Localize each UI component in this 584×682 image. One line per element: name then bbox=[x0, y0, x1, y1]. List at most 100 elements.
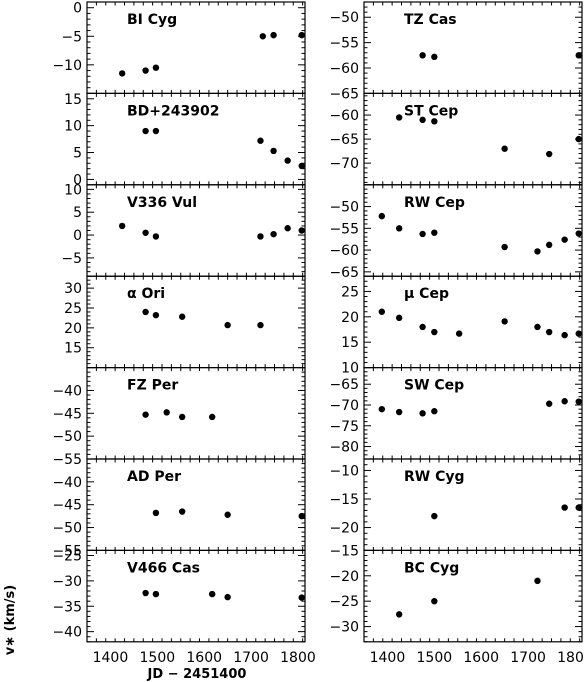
panel-label: RW Cep bbox=[404, 195, 465, 211]
x-tick-label: 1400 bbox=[370, 650, 406, 666]
data-point bbox=[152, 64, 160, 71]
data-point bbox=[224, 593, 231, 601]
data-point bbox=[270, 230, 277, 238]
data-point bbox=[378, 405, 386, 413]
y-tick-label: −70 bbox=[329, 398, 359, 414]
data-point bbox=[431, 328, 438, 336]
x-tick-label: 1800 bbox=[280, 650, 316, 666]
x-tick-label: 1700 bbox=[233, 650, 269, 666]
panels: 0 −5 −10 BI Cyg 15 10 5 0 BD+243902 10 5 0 −5 V336 Vu… bbox=[52, 1, 584, 666]
data-point bbox=[257, 137, 264, 144]
y-tick-label: 5 bbox=[73, 205, 82, 221]
data-point bbox=[534, 577, 541, 585]
data-point bbox=[575, 230, 582, 237]
panel-label: V336 Vul bbox=[127, 195, 197, 211]
data-point bbox=[575, 330, 582, 337]
data-point bbox=[561, 398, 568, 405]
panel-frame bbox=[86, 367, 306, 460]
panel-label: α Ori bbox=[127, 286, 165, 302]
data-point bbox=[298, 162, 305, 170]
data-point bbox=[163, 409, 170, 416]
data-point bbox=[534, 323, 541, 331]
y-tick-label: −25 bbox=[329, 594, 359, 610]
data-point bbox=[395, 225, 403, 232]
y-tick-label: −50 bbox=[329, 200, 359, 216]
panel-0-4: −40 −45 −50 −55 FZ Per bbox=[52, 367, 306, 468]
panel-label: BC Cyg bbox=[404, 560, 459, 576]
data-point bbox=[455, 330, 463, 337]
y-tick-label: −40 bbox=[52, 475, 82, 491]
y-tick-label: −55 bbox=[329, 36, 359, 52]
data-point bbox=[395, 314, 403, 322]
data-point bbox=[561, 331, 568, 339]
data-point bbox=[575, 135, 582, 143]
data-point bbox=[142, 127, 149, 135]
data-point bbox=[378, 308, 386, 315]
y-tick-label: −50 bbox=[329, 10, 359, 26]
panel-frame bbox=[363, 92, 583, 186]
y-tick-label: −15 bbox=[329, 543, 359, 559]
y-tick-label: 10 bbox=[341, 361, 359, 377]
y-tick-label: −80 bbox=[329, 440, 359, 456]
data-point bbox=[257, 233, 264, 240]
data-point bbox=[501, 243, 508, 251]
data-point bbox=[419, 323, 426, 331]
y-tick-label: −60 bbox=[329, 108, 359, 124]
x-tick-label: 1400 bbox=[93, 650, 129, 666]
data-point bbox=[142, 308, 149, 316]
y-tick-label: −25 bbox=[52, 548, 82, 564]
panel-1-5: −10 −15 −20 RW Cyg bbox=[329, 458, 583, 552]
data-point bbox=[270, 147, 277, 155]
data-point bbox=[142, 229, 149, 236]
y-tick-label: 30 bbox=[64, 281, 82, 297]
x-tick-label: 1500 bbox=[140, 650, 176, 666]
data-point bbox=[561, 236, 568, 243]
data-point bbox=[575, 504, 582, 511]
data-point bbox=[284, 225, 291, 232]
y-tick-label: −20 bbox=[329, 521, 359, 537]
y-tick-label: 10 bbox=[64, 182, 82, 198]
data-point bbox=[208, 413, 216, 421]
data-point bbox=[561, 504, 568, 511]
panel-1-4: −65 −70 −75 −80 SW Cep bbox=[329, 367, 583, 460]
data-point bbox=[419, 410, 426, 417]
y-tick-label: −15 bbox=[329, 492, 359, 508]
y-tick-label: −55 bbox=[52, 543, 82, 559]
data-point bbox=[142, 411, 149, 418]
panel-label: AD Per bbox=[127, 469, 181, 485]
data-point bbox=[152, 509, 160, 517]
y-tick-label: −30 bbox=[329, 620, 359, 636]
data-point bbox=[575, 52, 582, 59]
y-tick-label: −35 bbox=[52, 599, 82, 615]
panel-label: V466 Cas bbox=[127, 560, 200, 576]
data-point bbox=[419, 116, 426, 124]
data-point bbox=[501, 318, 508, 325]
y-tick-label: −45 bbox=[52, 498, 82, 514]
data-point bbox=[208, 590, 216, 598]
y-tick-label: −65 bbox=[329, 377, 359, 393]
data-point bbox=[152, 233, 160, 240]
y-tick-label: −10 bbox=[329, 463, 359, 479]
panel-label: BD+243902 bbox=[127, 103, 219, 119]
data-point bbox=[178, 413, 186, 421]
panel-frame bbox=[86, 275, 306, 369]
y-tick-label: −75 bbox=[329, 419, 359, 435]
data-point bbox=[419, 230, 426, 238]
data-point bbox=[431, 408, 438, 415]
y-tick-label: −70 bbox=[329, 156, 359, 172]
panel-frame bbox=[363, 458, 583, 552]
data-point bbox=[298, 594, 305, 601]
y-tick-label: 10 bbox=[64, 119, 82, 135]
y-tick-label: 0 bbox=[73, 228, 82, 244]
y-tick-label: −55 bbox=[52, 452, 82, 468]
y-tick-label: −50 bbox=[52, 429, 82, 445]
y-tick-label: −60 bbox=[329, 243, 359, 259]
data-point bbox=[431, 597, 438, 605]
data-point bbox=[419, 52, 426, 59]
panel-label: ST Cep bbox=[404, 103, 458, 119]
panel-1-3: 25 20 15 10 μ Cep bbox=[341, 275, 583, 377]
y-tick-label: −65 bbox=[329, 86, 359, 102]
y-tick-label: −10 bbox=[52, 58, 82, 74]
y-tick-label: −65 bbox=[329, 132, 359, 148]
